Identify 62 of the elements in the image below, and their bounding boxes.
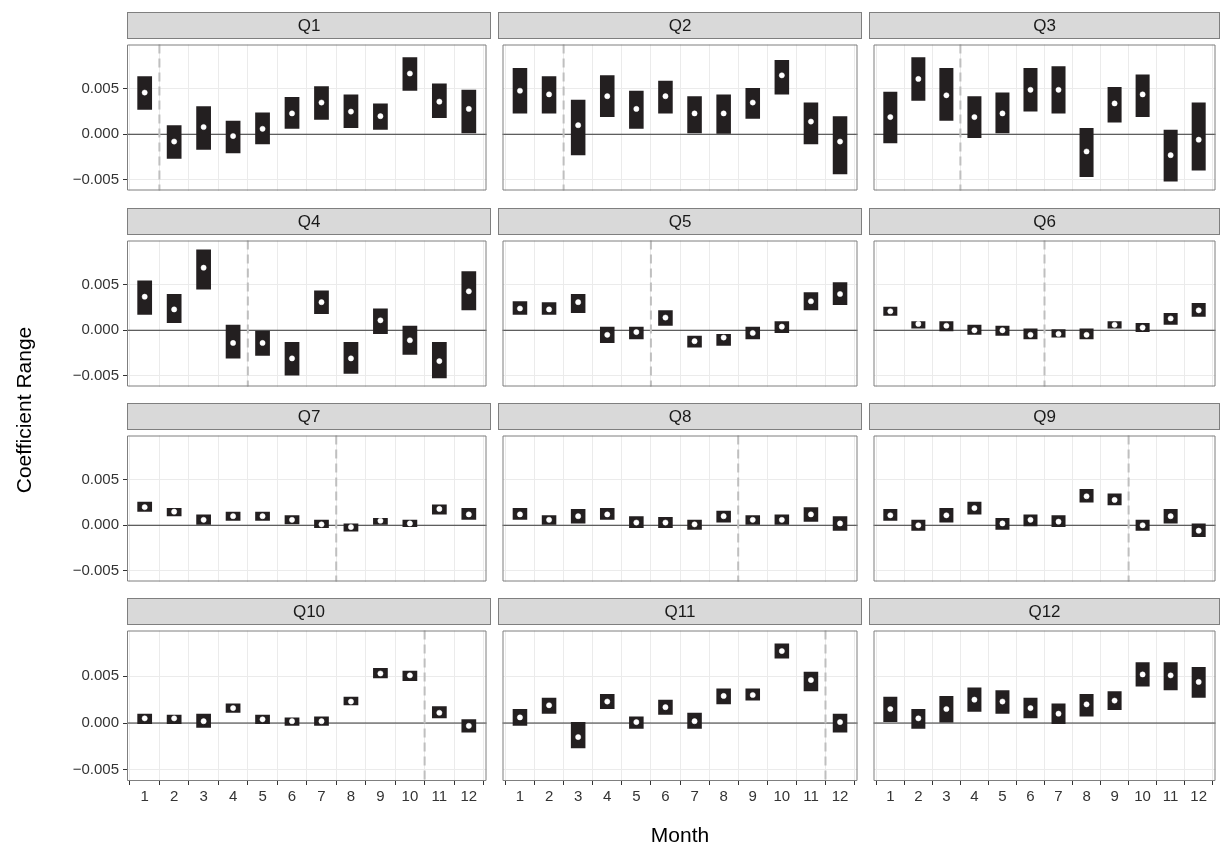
chart-title: Q4 [127,208,491,235]
chart-title: Q2 [498,12,862,39]
chart-title: Q3 [869,12,1220,39]
y-tick-label: −0.005 [72,560,119,578]
chart-title: Q1 [127,12,491,39]
y-tick-label: 0.005 [81,79,119,97]
x-tick-label: 1 [886,787,895,805]
x-tick-label: 3 [942,787,951,805]
y-tick-label: 0.000 [81,320,119,338]
x-tick-label: 12 [460,787,478,805]
x-tick-label: 5 [258,787,267,805]
y-tick-label: 0.005 [81,275,119,293]
chart-title: Q12 [869,598,1220,625]
x-tick-label: 6 [287,787,297,805]
x-tick-label: 2 [169,787,179,805]
y-tick-label: 0.005 [81,666,119,684]
x-tick-label: 7 [690,787,699,805]
x-tick-label: 7 [1054,787,1063,805]
y-tick-label: 0.000 [81,713,119,731]
chart-title: Q9 [869,403,1220,430]
x-tick-label: 6 [1026,787,1035,805]
x-tick-label: 8 [1082,787,1091,805]
chart-title: Q6 [869,208,1220,235]
chart-title: Q5 [498,208,862,235]
y-axis-title: Coefficient Range [12,326,36,494]
y-tick-label: 0.000 [81,515,119,533]
chart-title: Q8 [498,403,862,430]
x-tick-label: 4 [970,787,979,805]
x-tick-label: 5 [998,787,1007,805]
x-tick-label: 1 [140,787,149,805]
y-tick-label: 0.005 [81,470,119,488]
x-tick-label: 1 [515,787,525,805]
x-tick-label: 5 [632,787,641,805]
x-tick-label: 7 [317,787,326,805]
x-tick-label: 6 [661,787,670,805]
y-tick-label: −0.005 [72,759,119,777]
y-tick-label: 0.000 [81,124,119,142]
x-axis-title: Month [650,823,710,847]
x-tick-label: 4 [603,787,612,805]
x-tick-label: 2 [544,787,554,805]
x-tick-label: 12 [831,787,849,805]
x-tick-label: 11 [803,787,819,805]
x-tick-label: 11 [1162,787,1179,805]
x-tick-label: 9 [1110,787,1119,805]
x-tick-label: 9 [376,787,385,805]
y-tick-label: −0.005 [72,169,119,187]
x-tick-label: 2 [914,787,923,805]
chart-title: Q10 [127,598,491,625]
x-tick-label: 8 [719,787,728,805]
x-tick-label: 9 [748,787,757,805]
x-tick-label: 10 [773,787,791,805]
x-tick-label: 8 [346,787,356,805]
x-tick-label: 10 [1134,787,1151,805]
x-tick-label: 12 [1190,787,1208,805]
x-tick-label: 11 [431,787,448,805]
x-tick-label: 3 [573,787,583,805]
y-tick-label: −0.005 [72,365,119,383]
chart-title: Q11 [498,598,862,625]
chart-title: Q7 [127,403,491,430]
x-tick-label: 3 [199,787,208,805]
x-tick-label: 10 [401,787,419,805]
x-tick-label: 4 [228,787,238,805]
